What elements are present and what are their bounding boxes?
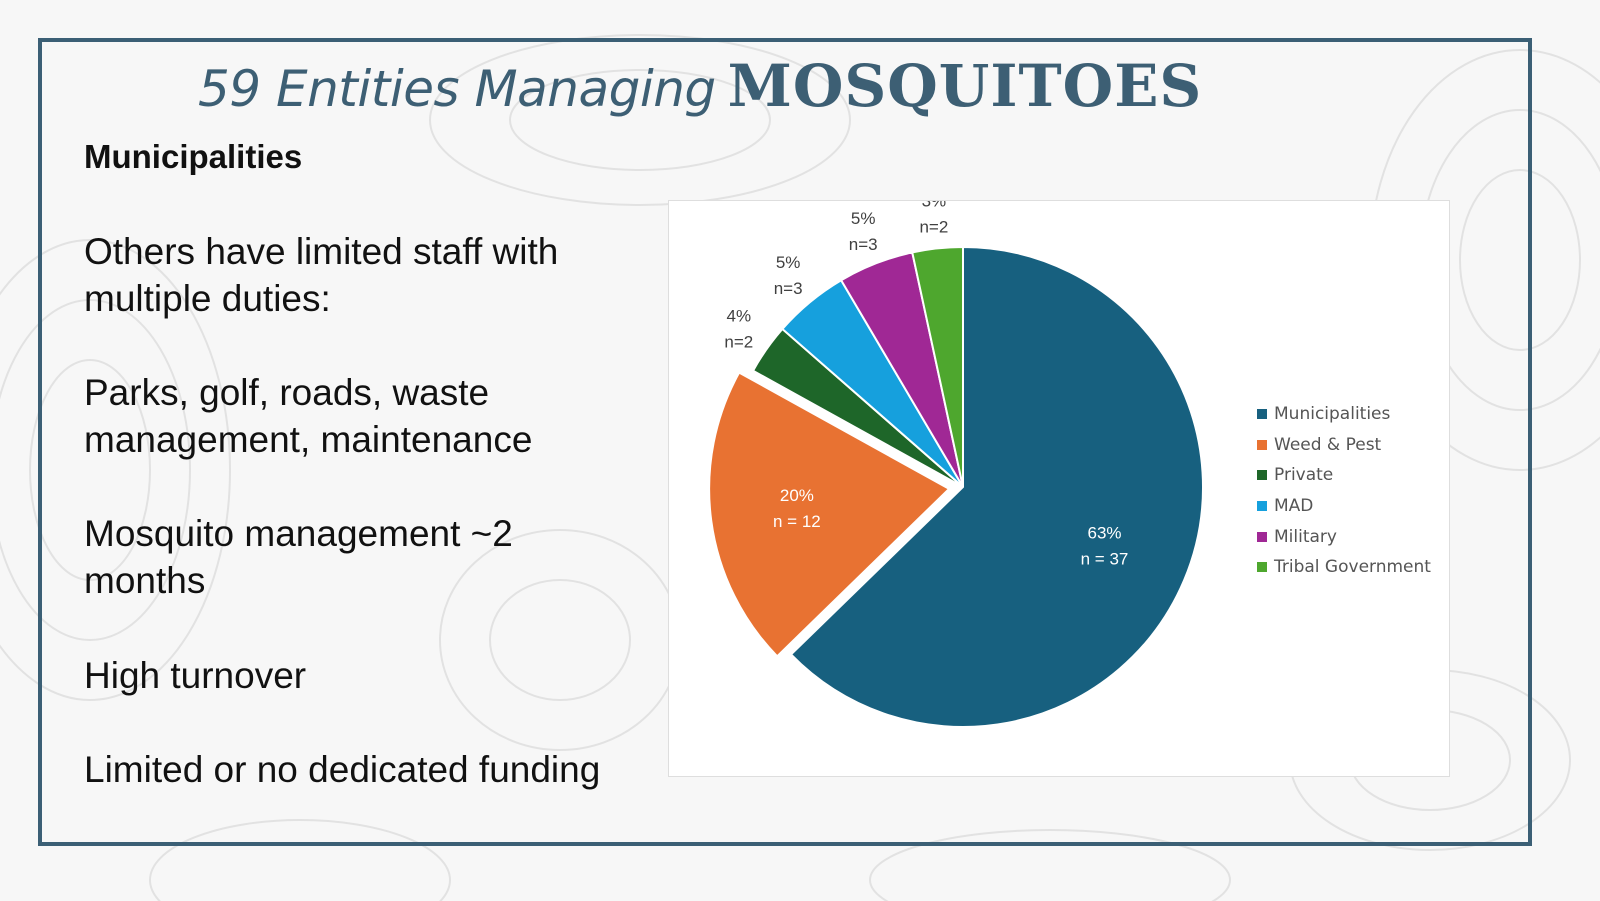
legend-label-municipalities: Municipalities xyxy=(1274,404,1391,425)
bullet-1: Others have limited staff with multiple … xyxy=(84,231,559,319)
legend-label-weed-pest: Weed & Pest xyxy=(1274,434,1382,455)
legend-label-private: Private xyxy=(1274,465,1334,486)
bullet-3: Mosquito management ~2 months xyxy=(84,513,513,601)
bullet-4: High turnover xyxy=(84,655,307,696)
legend-item-mad: MAD xyxy=(1257,491,1431,522)
data-label-military-count: n=3 xyxy=(849,235,878,254)
legend-item-tribal-government: Tribal Government xyxy=(1257,552,1431,583)
legend-label-tribal-government: Tribal Government xyxy=(1274,557,1431,578)
legend-swatch-private xyxy=(1257,470,1267,481)
slide-frame xyxy=(38,38,1532,846)
subheading: Municipalities xyxy=(84,138,303,175)
bullet-2: Parks, golf, roads, waste management, ma… xyxy=(84,372,533,460)
data-label-private-count: n=2 xyxy=(724,333,753,352)
data-label-tribal-government-count: n=2 xyxy=(919,218,948,237)
legend-swatch-municipalities xyxy=(1257,409,1267,420)
pie-chart: 63% n = 37 20% n = 12 4% n=2 5% n=3 5% n=3 3% n=2 xyxy=(708,201,1204,728)
data-label-municipalities-count: n = 37 xyxy=(1081,550,1129,569)
title-light: 59 Entities Managing xyxy=(198,60,716,118)
legend-item-military: Military xyxy=(1257,521,1431,552)
data-label-weed-pest-count: n = 12 xyxy=(773,512,821,531)
legend-item-weed-pest: Weed & Pest xyxy=(1257,430,1431,461)
slide-title: 59 Entities Managing MOSQUITOES xyxy=(198,52,1202,120)
legend-swatch-weed-pest xyxy=(1257,439,1267,450)
legend-swatch-tribal-government xyxy=(1257,562,1267,573)
data-label-tribal-government-percent: 3% xyxy=(922,201,947,211)
legend-swatch-mad xyxy=(1257,501,1267,512)
data-label-mad-count: n=3 xyxy=(774,279,803,298)
chart-legend: Municipalities Weed & Pest Private MAD Milit… xyxy=(1257,399,1431,583)
data-label-mad-percent: 5% xyxy=(776,253,801,272)
data-label-weed-pest-percent: 20% xyxy=(780,486,814,505)
data-label-military-percent: 5% xyxy=(851,209,876,228)
pie-slice-municipalities xyxy=(789,245,1204,728)
legend-item-private: Private xyxy=(1257,460,1431,491)
legend-swatch-military xyxy=(1257,531,1267,542)
legend-label-military: Military xyxy=(1274,526,1337,547)
legend-item-municipalities: Municipalities xyxy=(1257,399,1431,430)
bullet-5: Limited or no dedicated funding xyxy=(84,749,601,790)
pie-slice-weed-pest xyxy=(708,371,951,658)
data-label-private-percent: 4% xyxy=(726,307,751,326)
pie-slice-tribal-government xyxy=(911,245,964,488)
pie-chart-panel: 63% n = 37 20% n = 12 4% n=2 5% n=3 5% n=3 3% n=2 M… xyxy=(668,200,1450,777)
title-bold: MOSQUITOES xyxy=(727,52,1203,120)
legend-label-mad: MAD xyxy=(1274,496,1314,517)
data-label-municipalities-percent: 63% xyxy=(1087,524,1121,543)
